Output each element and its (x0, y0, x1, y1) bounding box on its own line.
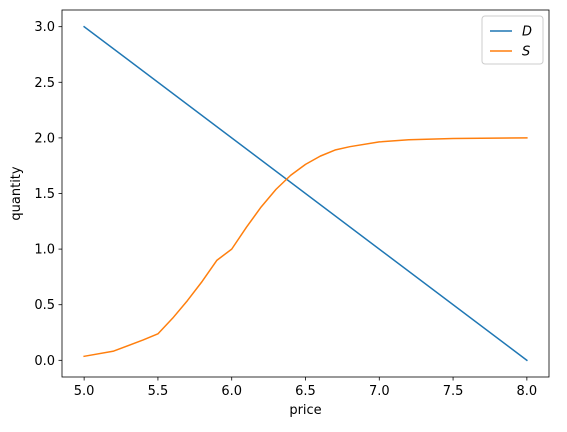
plot-area (61, 9, 550, 378)
x-axis-ticks: 5.0 5.5 6.0 6.5 7.0 7.5 8.0 (74, 377, 537, 399)
x-tick-label: 7.5 (443, 384, 464, 399)
y-tick-label: 3.0 (34, 20, 55, 35)
y-tick-label: 2.5 (34, 76, 55, 91)
y-tick-label: 2.0 (34, 131, 55, 146)
x-axis-label: price (289, 403, 321, 418)
y-tick-label: 1.0 (34, 243, 55, 258)
legend-label-D: D (522, 25, 532, 40)
x-tick-label: 5.0 (74, 384, 95, 399)
y-axis-label: quantity (9, 166, 24, 221)
legend-label-S: S (522, 45, 530, 60)
y-axis-ticks: 0.0 0.5 1.0 1.5 2.0 2.5 3.0 (34, 20, 62, 369)
legend-box (481, 15, 544, 65)
series-line-D (83, 25, 528, 362)
y-tick-label: 1.5 (34, 187, 55, 202)
x-tick-label: 7.0 (369, 384, 390, 399)
legend: DS (481, 15, 544, 65)
y-tick-label: 0.0 (34, 354, 55, 369)
x-tick-label: 5.5 (148, 384, 169, 399)
series-line-S (83, 137, 528, 358)
x-tick-label: 6.5 (295, 384, 316, 399)
x-tick-label: 6.0 (221, 384, 242, 399)
y-tick-label: 0.5 (34, 298, 55, 313)
x-tick-label: 8.0 (517, 384, 538, 399)
